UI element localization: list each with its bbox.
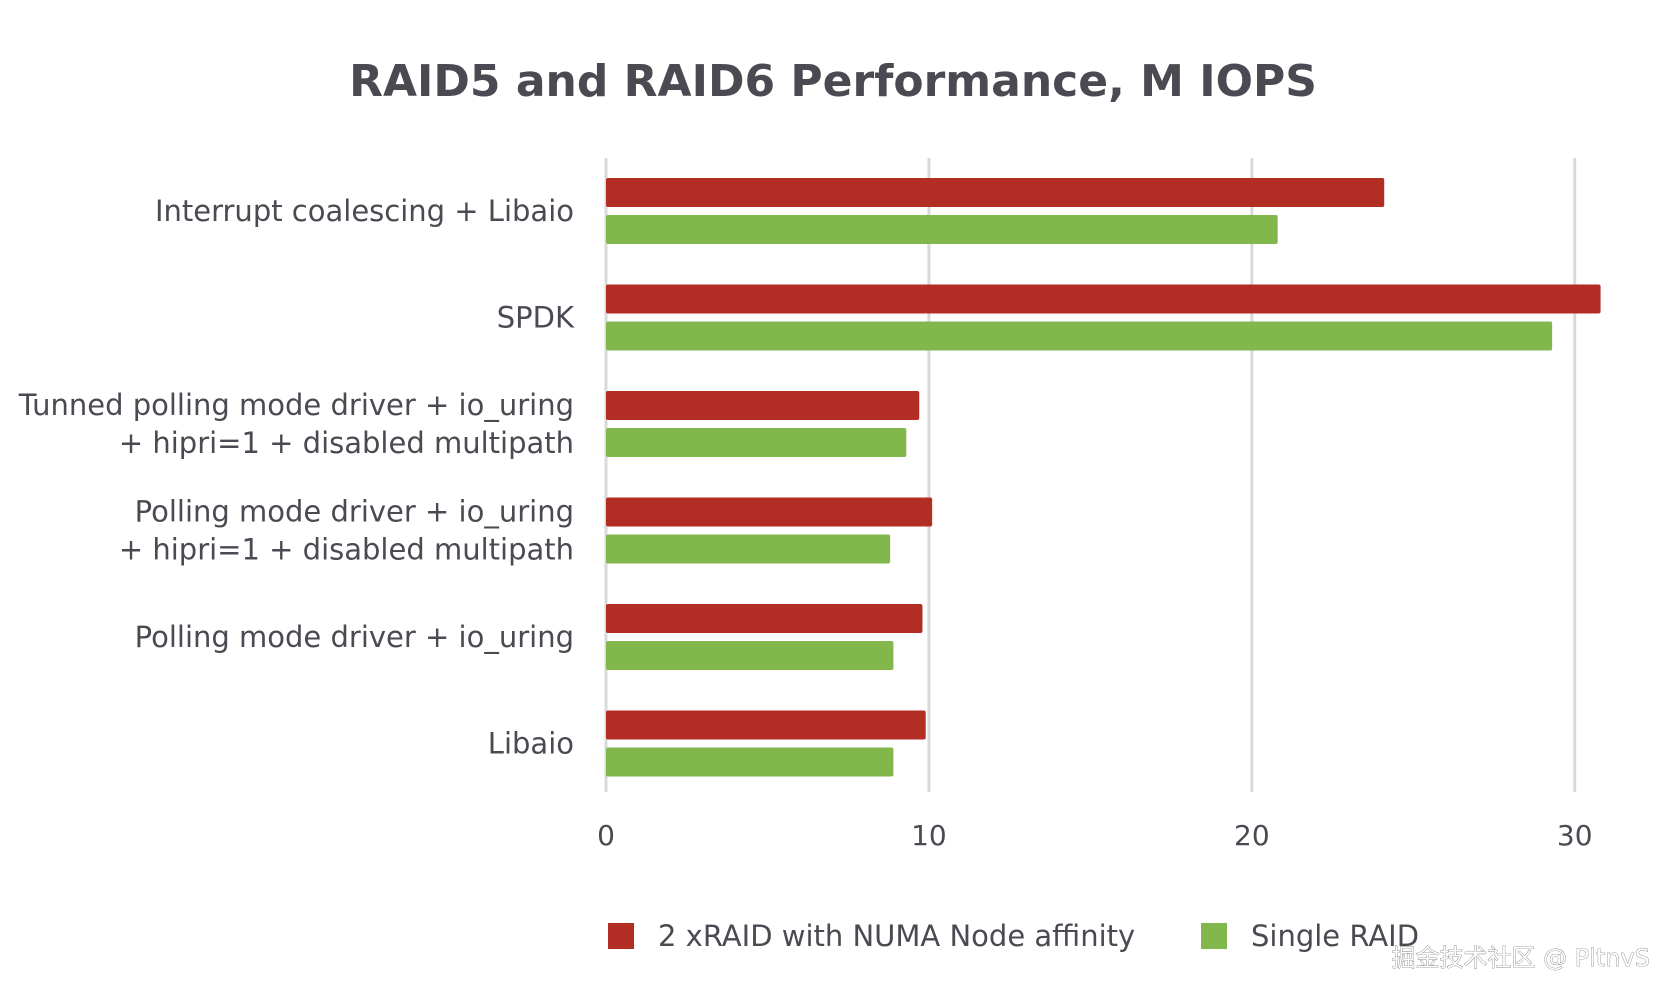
category-labels: Interrupt coalescing + Libaio SPDK Tunned …: [18, 194, 575, 761]
legend-swatch-single: [1201, 923, 1227, 949]
category-label-4: Polling mode driver + io_uring: [135, 620, 574, 654]
legend-label-single: Single RAID: [1251, 919, 1419, 953]
bar-numa-5: [606, 710, 926, 740]
category-label-5: Libaio: [488, 727, 574, 761]
watermark: 掘金技术社区 @ PltnvS: [1392, 944, 1650, 972]
bar-numa-0: [606, 178, 1385, 207]
gridlines: [604, 158, 1577, 792]
bar-numa-2: [606, 391, 920, 420]
category-label-2-line-0: Tunned polling mode driver + io_uring: [18, 388, 574, 422]
category-label-3-line-1: + hipri=1 + disabled multipath: [119, 533, 574, 567]
legend-swatch-numa: [608, 923, 634, 949]
chart-title: RAID5 and RAID6 Performance, M IOPS: [349, 56, 1317, 107]
bar-single-4: [606, 641, 894, 670]
category-label-2-line-1: + hipri=1 + disabled multipath: [119, 426, 574, 460]
bar-single-1: [606, 321, 1553, 351]
x-tick-label-20: 20: [1234, 819, 1270, 852]
category-label-1: SPDK: [497, 301, 575, 335]
bar-single-3: [606, 534, 891, 564]
bar-numa-1: [606, 284, 1601, 314]
bar-numa-3: [606, 497, 933, 527]
x-tick-label-10: 10: [911, 819, 947, 852]
legend: 2 xRAID with NUMA Node affinity Single RA…: [608, 919, 1419, 953]
bar-single-2: [606, 428, 907, 457]
x-tick-label-30: 30: [1557, 819, 1593, 852]
legend-label-numa: 2 xRAID with NUMA Node affinity: [658, 919, 1135, 953]
bar-numa-4: [606, 604, 923, 633]
category-label-0: Interrupt coalescing + Libaio: [155, 194, 574, 228]
x-tick-label-0: 0: [597, 819, 615, 852]
bar-single-0: [606, 215, 1278, 244]
bar-single-5: [606, 747, 894, 777]
bars: [606, 178, 1601, 777]
x-axis-ticks: 0 10 20 30: [597, 819, 1592, 852]
category-label-3-line-0: Polling mode driver + io_uring: [135, 495, 574, 529]
